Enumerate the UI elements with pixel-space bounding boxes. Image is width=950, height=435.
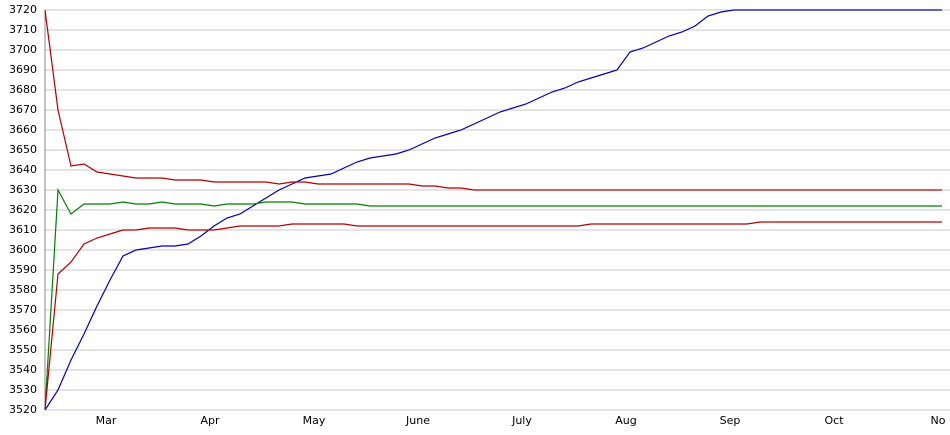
- y-tick-label: 3710: [9, 23, 37, 36]
- y-tick-label: 3650: [9, 143, 37, 156]
- y-tick-label: 3580: [9, 283, 37, 296]
- x-tick-label: No: [931, 414, 946, 427]
- x-tick-label: May: [303, 414, 326, 427]
- y-tick-label: 3600: [9, 243, 37, 256]
- x-tick-label: June: [405, 414, 430, 427]
- y-tick-label: 3620: [9, 203, 37, 216]
- y-tick-label: 3570: [9, 303, 37, 316]
- x-tick-label: Oct: [824, 414, 844, 427]
- y-tick-label: 3550: [9, 343, 37, 356]
- y-tick-label: 3690: [9, 63, 37, 76]
- series-line: [44, 221, 942, 411]
- y-tick-label: 3660: [9, 123, 37, 136]
- x-tick-label: Mar: [96, 414, 117, 427]
- y-tick-label: 3590: [9, 263, 37, 276]
- x-tick-label: Sep: [720, 414, 741, 427]
- series-line: [44, 9, 942, 411]
- y-tick-label: 3700: [9, 43, 37, 56]
- x-tick-label: Aug: [615, 414, 636, 427]
- y-tick-label: 3640: [9, 163, 37, 176]
- y-tick-label: 3610: [9, 223, 37, 236]
- y-tick-label: 3630: [9, 183, 37, 196]
- series-line: [44, 9, 942, 191]
- y-tick-label: 3670: [9, 103, 37, 116]
- y-tick-label: 3530: [9, 383, 37, 396]
- y-tick-label: 3720: [9, 3, 37, 16]
- x-tick-label: Apr: [200, 414, 220, 427]
- y-tick-label: 3680: [9, 83, 37, 96]
- y-tick-label: 3560: [9, 323, 37, 336]
- y-tick-label: 3520: [9, 403, 37, 416]
- series-line: [44, 187, 942, 411]
- x-tick-label: July: [511, 414, 532, 427]
- y-tick-label: 3540: [9, 363, 37, 376]
